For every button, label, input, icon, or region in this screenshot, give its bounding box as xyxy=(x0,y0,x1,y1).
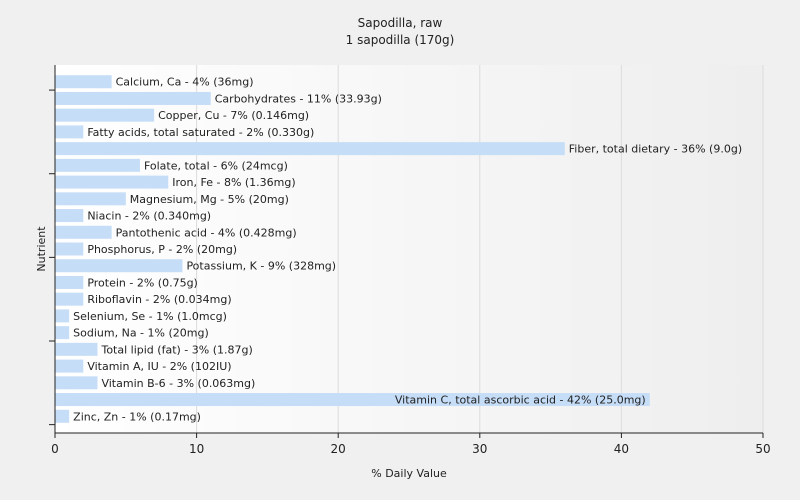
bar xyxy=(55,359,84,373)
bar-data-label: Folate, total - 6% (24mcg) xyxy=(144,159,288,172)
x-tick-label: 0 xyxy=(51,442,59,456)
axes xyxy=(54,65,763,434)
bar xyxy=(55,142,565,156)
bar-data-label: Iron, Fe - 8% (1.36mg) xyxy=(172,176,295,189)
y-axis-label: Nutrient xyxy=(35,226,48,272)
bar xyxy=(55,376,98,390)
bar-data-label: Vitamin C, total ascorbic acid - 42% (25… xyxy=(395,394,646,407)
bar-data-label: Carbohydrates - 11% (33.93g) xyxy=(215,92,382,105)
bar xyxy=(55,209,84,223)
bar-data-label: Sodium, Na - 1% (20mg) xyxy=(73,327,209,340)
x-axis-label: % Daily Value xyxy=(371,467,447,480)
bar-data-label: Fatty acids, total saturated - 2% (0.330… xyxy=(87,126,314,139)
bar-data-label: Vitamin B-6 - 3% (0.063mg) xyxy=(101,377,255,390)
bar-data-label: Fiber, total dietary - 36% (9.0g) xyxy=(569,143,742,156)
x-tick-label: 50 xyxy=(755,442,770,456)
bar-data-label: Selenium, Se - 1% (1.0mcg) xyxy=(73,310,227,323)
grid-lines xyxy=(196,65,764,433)
bar xyxy=(55,242,84,256)
x-tick-label: 40 xyxy=(614,442,629,456)
bar-data-label: Niacin - 2% (0.340mg) xyxy=(87,210,211,223)
bar-data-label: Zinc, Zn - 1% (0.17mg) xyxy=(73,410,201,423)
bar xyxy=(55,158,140,172)
bar-data-label: Protein - 2% (0.75g) xyxy=(87,276,198,289)
bar-data-label: Pantothenic acid - 4% (0.428mg) xyxy=(116,226,297,239)
bar xyxy=(55,125,84,139)
x-tick-label: 20 xyxy=(331,442,346,456)
bar xyxy=(55,275,84,289)
bar xyxy=(55,75,112,89)
x-ticks: 0 10 20 30 40 50 xyxy=(49,89,771,456)
bar xyxy=(55,175,169,189)
bar xyxy=(55,259,183,273)
bar-data-label: Magnesium, Mg - 5% (20mg) xyxy=(130,193,289,206)
bar xyxy=(55,326,70,340)
bar xyxy=(55,393,650,407)
bar-data-label: Potassium, K - 9% (328mg) xyxy=(186,260,336,273)
bar-data-label: Copper, Cu - 7% (0.146mg) xyxy=(158,109,309,122)
x-tick-label: 30 xyxy=(472,442,487,456)
bar xyxy=(55,409,70,423)
bar xyxy=(55,292,84,306)
bar-data-label: Total lipid (fat) - 3% (1.87g) xyxy=(100,343,252,356)
bar-data-label: Phosphorus, P - 2% (20mg) xyxy=(87,243,237,256)
bar xyxy=(55,342,98,356)
bar xyxy=(55,108,155,122)
bars: Calcium, Ca - 4% (36mg) Carbohydrates - 1… xyxy=(55,75,742,423)
bar xyxy=(55,225,112,239)
chart-subtitle: 1 sapodilla (170g) xyxy=(346,33,455,47)
bar-data-label: Riboflavin - 2% (0.034mg) xyxy=(87,293,231,306)
bar xyxy=(55,309,70,323)
chart-title: Sapodilla, raw xyxy=(358,16,443,30)
x-tick-label: 10 xyxy=(189,442,204,456)
bar-data-label: Vitamin A, IU - 2% (102IU) xyxy=(87,360,231,373)
bar-data-label: Calcium, Ca - 4% (36mg) xyxy=(116,76,254,89)
plot-area xyxy=(55,65,763,433)
bar xyxy=(55,91,211,105)
bar xyxy=(55,192,126,206)
